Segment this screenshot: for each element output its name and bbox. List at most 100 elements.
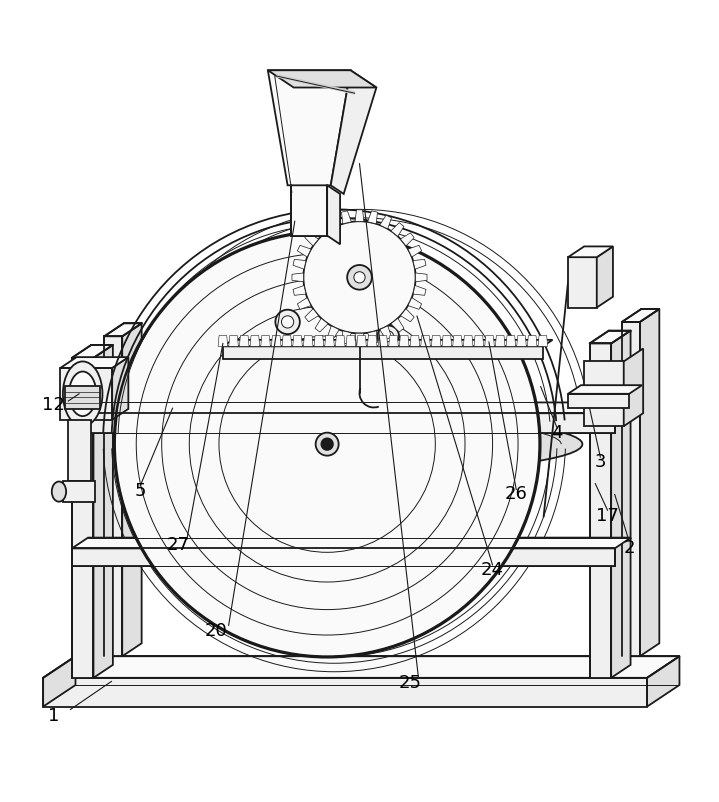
Polygon shape (63, 481, 95, 502)
Polygon shape (611, 330, 631, 678)
Polygon shape (399, 335, 409, 346)
Polygon shape (568, 257, 597, 307)
Polygon shape (517, 335, 526, 346)
Polygon shape (590, 343, 611, 678)
Polygon shape (413, 259, 426, 269)
Polygon shape (506, 335, 516, 346)
Polygon shape (408, 245, 421, 257)
Polygon shape (408, 298, 421, 310)
Polygon shape (72, 403, 631, 413)
Polygon shape (568, 246, 613, 257)
Polygon shape (342, 331, 352, 344)
Text: 20: 20 (204, 622, 227, 640)
Polygon shape (391, 223, 404, 237)
Polygon shape (298, 298, 311, 310)
Polygon shape (60, 357, 128, 368)
Polygon shape (218, 335, 228, 346)
Polygon shape (112, 357, 128, 419)
Ellipse shape (158, 416, 582, 472)
Polygon shape (305, 309, 319, 322)
Text: 26: 26 (505, 485, 528, 504)
Text: 17: 17 (596, 507, 619, 525)
Polygon shape (391, 318, 404, 332)
Polygon shape (43, 656, 75, 707)
Circle shape (321, 439, 333, 450)
Polygon shape (72, 358, 93, 678)
Text: 1: 1 (48, 707, 60, 725)
Ellipse shape (63, 362, 102, 426)
Polygon shape (474, 335, 484, 346)
Polygon shape (72, 537, 631, 549)
Polygon shape (367, 211, 377, 224)
Polygon shape (463, 335, 473, 346)
Polygon shape (416, 273, 427, 282)
Text: 27: 27 (167, 536, 190, 554)
Polygon shape (413, 286, 426, 295)
Polygon shape (380, 326, 392, 339)
Polygon shape (72, 549, 615, 566)
Polygon shape (380, 215, 392, 229)
Polygon shape (122, 323, 142, 656)
Polygon shape (72, 413, 615, 433)
Polygon shape (267, 71, 351, 185)
Polygon shape (431, 335, 441, 346)
Ellipse shape (52, 481, 66, 502)
Polygon shape (342, 211, 352, 224)
Polygon shape (527, 335, 537, 346)
Polygon shape (327, 232, 370, 233)
Polygon shape (293, 259, 306, 269)
Polygon shape (367, 331, 377, 344)
Polygon shape (305, 233, 319, 246)
Polygon shape (325, 335, 334, 346)
Polygon shape (223, 340, 552, 346)
Polygon shape (239, 335, 249, 346)
Text: 2: 2 (623, 540, 635, 557)
Circle shape (347, 265, 372, 290)
Polygon shape (276, 74, 355, 95)
Polygon shape (261, 335, 270, 346)
Polygon shape (68, 419, 91, 481)
Polygon shape (327, 326, 339, 339)
Polygon shape (400, 309, 414, 322)
Polygon shape (315, 223, 328, 237)
Polygon shape (327, 215, 339, 229)
Circle shape (354, 272, 365, 283)
Polygon shape (640, 309, 659, 656)
Polygon shape (495, 335, 505, 346)
Polygon shape (282, 335, 292, 346)
Polygon shape (410, 335, 420, 346)
Polygon shape (271, 335, 281, 346)
Polygon shape (485, 335, 495, 346)
Text: 3: 3 (595, 453, 606, 471)
Polygon shape (400, 233, 414, 246)
Text: 4: 4 (551, 424, 563, 443)
Circle shape (275, 310, 300, 334)
Text: 12: 12 (42, 395, 65, 414)
Polygon shape (331, 71, 377, 194)
Polygon shape (314, 335, 324, 346)
Polygon shape (389, 335, 398, 346)
Circle shape (316, 432, 339, 456)
Polygon shape (43, 656, 679, 678)
Polygon shape (367, 335, 377, 346)
Polygon shape (291, 185, 327, 236)
Polygon shape (104, 336, 122, 656)
Text: 5: 5 (134, 482, 146, 500)
Polygon shape (303, 335, 313, 346)
Polygon shape (315, 318, 328, 332)
Polygon shape (293, 335, 303, 346)
Polygon shape (346, 335, 356, 346)
Circle shape (383, 331, 394, 342)
Polygon shape (357, 335, 367, 346)
Polygon shape (355, 210, 364, 221)
Polygon shape (442, 335, 452, 346)
Polygon shape (104, 323, 142, 336)
Polygon shape (538, 335, 548, 346)
Polygon shape (335, 335, 345, 346)
Circle shape (377, 326, 399, 347)
Polygon shape (623, 349, 643, 426)
Polygon shape (72, 345, 113, 358)
Polygon shape (223, 346, 543, 359)
Circle shape (282, 316, 293, 328)
Polygon shape (597, 246, 613, 307)
